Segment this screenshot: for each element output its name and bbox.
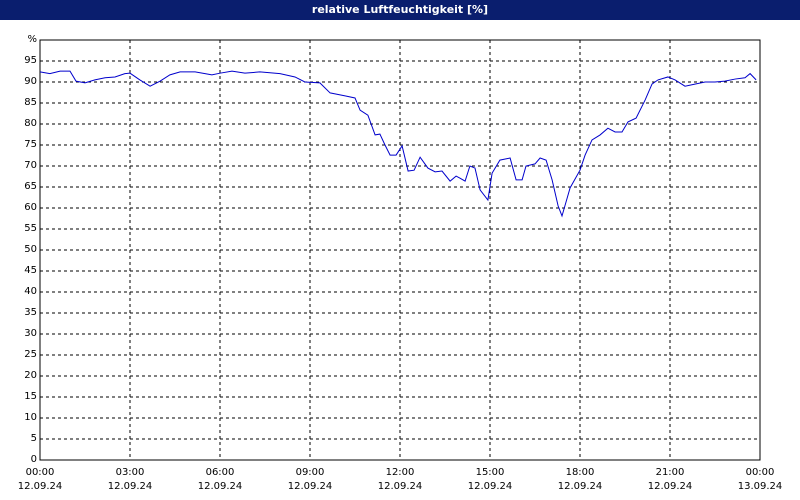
x-tick-label: 03:00 12.09.24: [107, 467, 153, 492]
x-tick-label: 15:00 12.09.24: [467, 467, 513, 492]
y-tick-label: 60: [24, 202, 37, 213]
y-tick-label: 20: [24, 370, 37, 381]
y-tick-label: 80: [24, 118, 37, 129]
x-tick-label: 06:00 12.09.24: [197, 467, 243, 492]
y-tick-label: 25: [24, 349, 37, 360]
y-tick-label: 40: [24, 286, 37, 297]
y-tick-label: 75: [24, 139, 37, 150]
x-tick-label: 09:00 12.09.24: [287, 467, 333, 492]
y-tick-label: %: [27, 34, 37, 45]
plot-frame: [39, 39, 761, 461]
data-line: [39, 70, 757, 218]
y-tick-label: 30: [24, 328, 37, 339]
x-tick-label: 00:00 12.09.24: [17, 467, 63, 492]
y-tick-label: 35: [24, 307, 37, 318]
y-tick-label: 90: [24, 76, 37, 87]
x-tick-label: 00:00 13.09.24: [737, 467, 783, 492]
chart-title: relative Luftfeuchtigkeit [%]: [0, 0, 800, 20]
y-tick-label: 15: [24, 391, 37, 402]
x-tick-label: 21:00 12.09.24: [647, 467, 693, 492]
y-tick-label: 85: [24, 97, 37, 108]
x-tick-label: 12:00 12.09.24: [377, 467, 423, 492]
y-tick-label: 0: [30, 454, 37, 465]
y-tick-label: 50: [24, 244, 37, 255]
y-tick-label: 10: [24, 412, 37, 423]
y-tick-label: 5: [30, 433, 37, 444]
y-tick-label: 55: [24, 223, 37, 234]
y-tick-label: 70: [24, 160, 37, 171]
y-tick-label: 45: [24, 265, 37, 276]
y-tick-label: 95: [24, 55, 37, 66]
y-tick-label: 65: [24, 181, 37, 192]
x-tick-label: 18:00 12.09.24: [557, 467, 603, 492]
